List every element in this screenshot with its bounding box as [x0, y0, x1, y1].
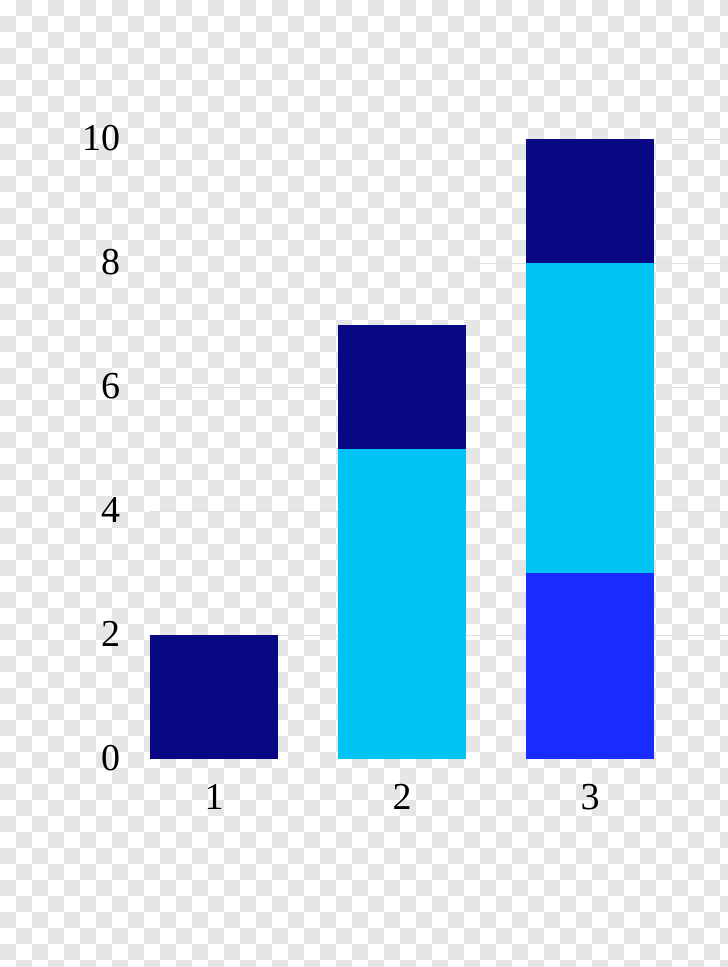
y-axis-label: 2 [60, 612, 120, 656]
y-axis-label: 4 [60, 488, 120, 532]
y-axis-label: 0 [60, 736, 120, 780]
x-axis-label: 1 [194, 775, 234, 819]
gridline [660, 139, 728, 140]
bar-segment [526, 139, 654, 263]
bar-segment [338, 449, 466, 759]
x-axis-label: 3 [570, 775, 610, 819]
bar-segment [338, 325, 466, 449]
bar-segment [526, 263, 654, 573]
y-axis-label: 10 [60, 116, 120, 160]
y-axis-label: 6 [60, 364, 120, 408]
canvas: 0246810123 [0, 0, 728, 967]
x-axis-label: 2 [382, 775, 422, 819]
y-axis-label: 8 [60, 240, 120, 284]
bar-segment [150, 635, 278, 759]
bar-segment [526, 573, 654, 759]
